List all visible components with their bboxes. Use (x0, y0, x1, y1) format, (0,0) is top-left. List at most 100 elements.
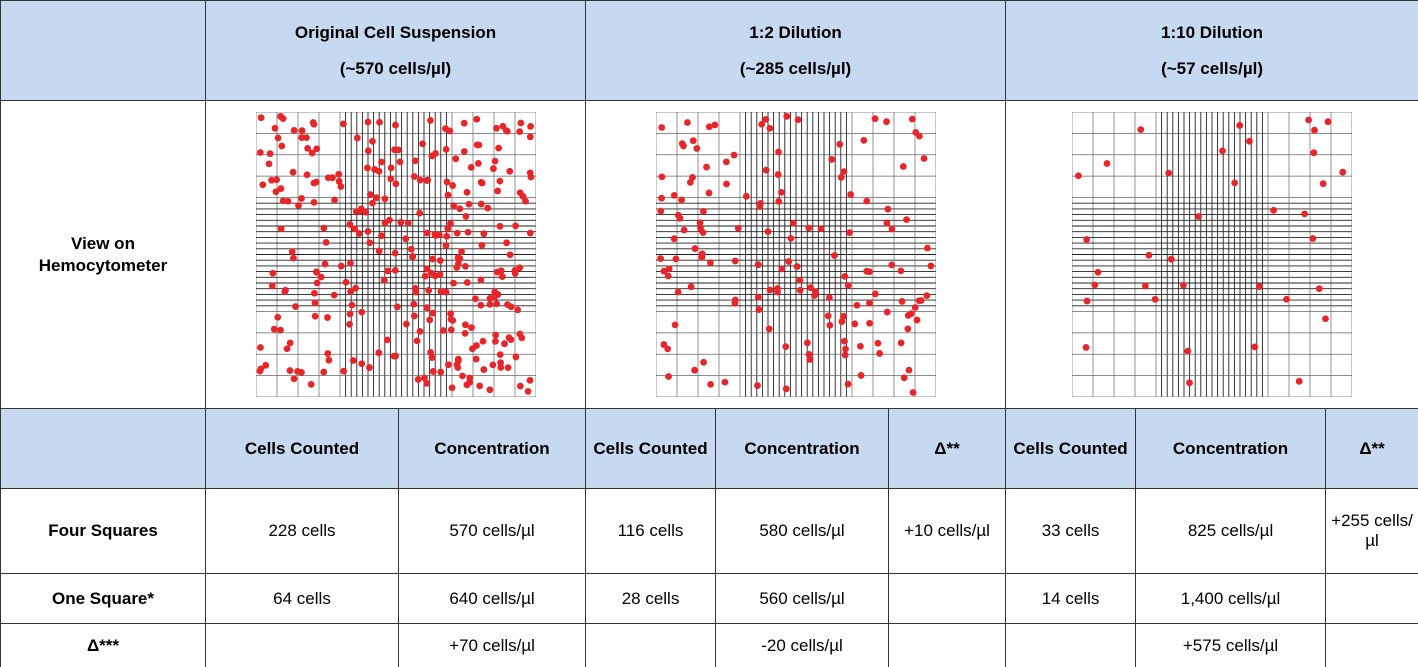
cell-dot (258, 181, 266, 189)
cell-dot (381, 195, 388, 203)
cell-dot (455, 255, 463, 262)
cell-dot (375, 167, 382, 175)
cell-dot (837, 173, 845, 181)
data-cell: +10 cells/µl (888, 488, 1007, 574)
cell-dot (476, 301, 484, 309)
cell-dot (846, 191, 854, 198)
cell-dot (298, 127, 306, 135)
data-cell: 33 cells (1005, 488, 1137, 574)
subheader-row: Cells Counted Concentration Cells Counted C… (0, 408, 1418, 489)
cell-dot (926, 262, 934, 270)
cell-dot (1145, 251, 1153, 259)
cell-dot (803, 339, 811, 347)
cell-dot (883, 308, 891, 316)
cell-dot (422, 379, 430, 387)
cell-dot (859, 136, 867, 144)
cell-dot (691, 245, 698, 252)
cell-dot (448, 182, 456, 189)
cell-dot (436, 257, 444, 264)
cell-dot (420, 374, 428, 382)
cell-dot (506, 251, 513, 259)
cell-dot (268, 282, 276, 290)
cell-dot (472, 115, 480, 123)
empty-cell (205, 623, 399, 667)
cell-dot (513, 306, 521, 314)
cell-dot (436, 271, 443, 278)
cell-dot (365, 364, 373, 371)
cell-dot (324, 174, 332, 182)
cell-dot (416, 176, 424, 184)
cell-dot (730, 151, 737, 159)
cell-dot (1082, 344, 1090, 351)
cell-dot (502, 127, 510, 135)
cell-dot (840, 337, 848, 345)
cell-dot (268, 269, 276, 277)
cell-dot (307, 380, 315, 388)
cell-dot (825, 321, 833, 329)
cell-dot (290, 127, 298, 134)
cell-dot (423, 176, 431, 184)
cell-dot (261, 361, 269, 369)
cell-dot (256, 344, 264, 351)
cell-dot (777, 265, 785, 273)
cell-dot (442, 146, 450, 153)
cell-dot (330, 196, 338, 204)
cell-dot (515, 330, 523, 338)
empty-cell (1325, 623, 1418, 667)
cell-dot (1295, 377, 1303, 385)
cell-dot (806, 284, 814, 292)
empty-cell (585, 623, 717, 667)
cell-dot (923, 244, 931, 252)
column-header: Concentration (397, 408, 587, 489)
cell-dot (516, 382, 524, 390)
cell-dot (664, 272, 672, 280)
cell-dot (505, 334, 512, 342)
cell-dot (291, 303, 299, 310)
cell-dot (274, 134, 281, 142)
cell-dot (271, 124, 278, 132)
cell-dot (692, 145, 700, 152)
cell-dot (1301, 210, 1309, 218)
cell-dot (460, 148, 468, 155)
cell-dot (782, 112, 790, 120)
cell-dot (453, 229, 461, 237)
cell-dot (657, 194, 665, 202)
cell-dot (413, 337, 420, 345)
cell-dot (355, 230, 363, 237)
cell-dot (256, 365, 264, 373)
cell-dot (453, 364, 461, 371)
cell-dot (656, 207, 664, 215)
cell-dot (793, 263, 801, 270)
cell-dot (463, 279, 471, 286)
cell-dot (911, 128, 919, 136)
cell-dot (657, 124, 665, 131)
cell-dot (503, 301, 511, 309)
cell-dot (353, 134, 361, 142)
cell-dot (273, 313, 281, 321)
cell-dot (279, 115, 286, 123)
cell-dot (1083, 236, 1091, 243)
cell-dot (496, 364, 504, 371)
cell-dot (478, 241, 485, 249)
cell-dot (491, 157, 498, 165)
cell-dot (441, 125, 449, 133)
cell-dot (844, 380, 851, 388)
cell-dot (461, 321, 469, 329)
cell-dot (342, 278, 349, 286)
cell-dot (423, 304, 430, 312)
cell-dot (427, 269, 435, 277)
cell-dot (377, 158, 385, 166)
cell-dot (504, 364, 511, 372)
cell-dot (408, 252, 416, 260)
data-cell: 1,400 cells/µl (1135, 573, 1327, 624)
cell-dot (350, 225, 358, 233)
data-cell: 116 cells (585, 488, 717, 574)
cell-dot (368, 199, 376, 207)
cell-dot (410, 173, 418, 180)
cell-dot (312, 145, 320, 153)
cell-dot (796, 276, 803, 284)
column-header: Cells Counted (585, 408, 717, 489)
cell-dot (888, 225, 895, 233)
cell-dot (339, 367, 347, 375)
cell-dot (393, 303, 401, 311)
